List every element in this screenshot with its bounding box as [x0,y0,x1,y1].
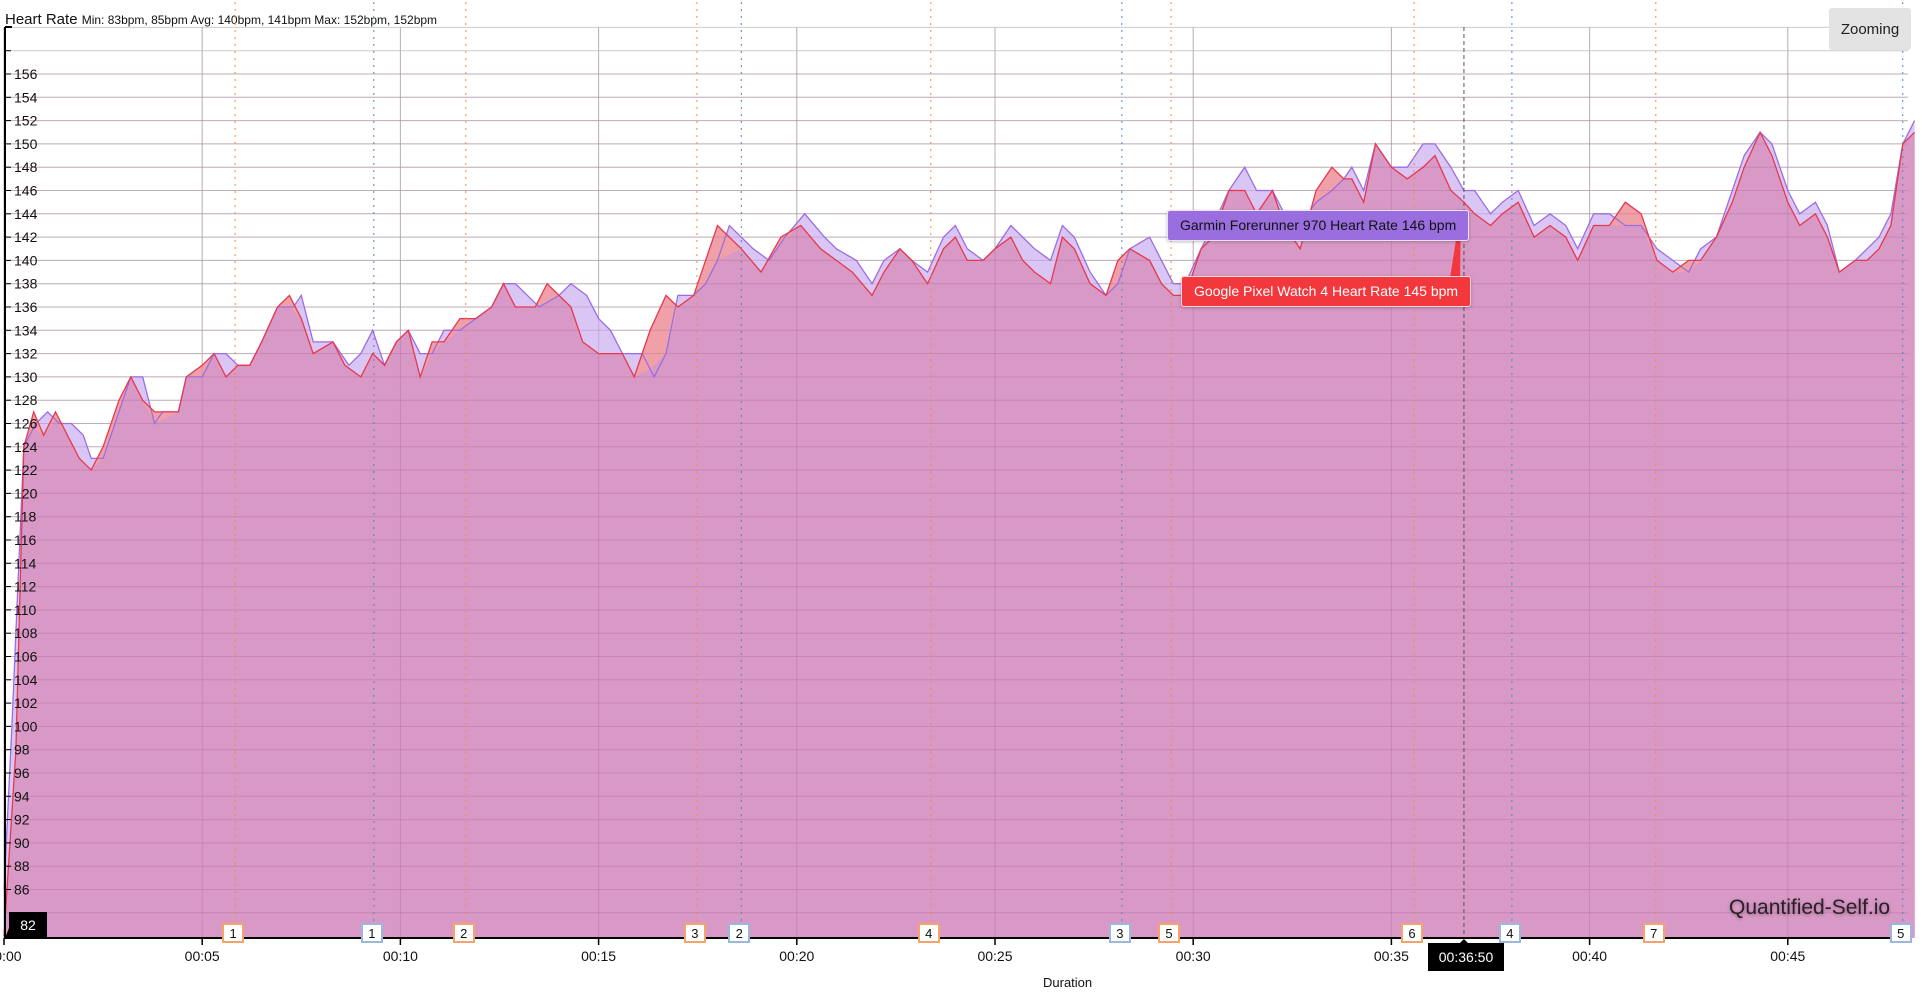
svg-text:136: 136 [14,299,38,315]
svg-text:146: 146 [14,183,38,199]
svg-text:00:25: 00:25 [977,948,1012,964]
svg-text:102: 102 [14,695,38,711]
svg-text:106: 106 [14,649,38,665]
lap-lines [234,2,1904,944]
svg-text:100: 100 [14,718,38,734]
svg-text:98: 98 [14,742,30,758]
svg-text:00:30: 00:30 [1176,948,1211,964]
series-areas [3,27,1916,939]
svg-text:120: 120 [14,485,38,501]
svg-text:00:40: 00:40 [1572,948,1607,964]
svg-text:122: 122 [14,462,38,478]
lap-marker-blue-2[interactable]: 2 [728,923,751,943]
svg-text:156: 156 [14,66,38,82]
lap-marker-orange-7[interactable]: 7 [1642,923,1665,943]
svg-text:96: 96 [14,765,30,781]
watermark: Quantified-Self.io [1729,896,1891,919]
y-cursor-badge: 82 [9,912,47,938]
svg-text:00:10: 00:10 [383,948,418,964]
svg-text:152: 152 [14,113,38,129]
svg-text:150: 150 [14,136,38,152]
svg-text:134: 134 [14,322,38,338]
tooltip-pixel: Google Pixel Watch 4 Heart Rate 145 bpm [1181,276,1472,307]
tooltip-garmin: Garmin Forerunner 970 Heart Rate 146 bpm [1167,210,1470,241]
svg-text:128: 128 [14,392,38,408]
lap-marker-orange-3[interactable]: 3 [683,923,706,943]
svg-text:138: 138 [14,276,38,292]
svg-text:00:20: 00:20 [779,948,814,964]
svg-text:130: 130 [14,369,38,385]
svg-text:88: 88 [14,858,30,874]
lap-marker-orange-6[interactable]: 6 [1400,923,1423,943]
svg-text:154: 154 [14,89,38,105]
svg-text:00:45: 00:45 [1770,948,1805,964]
svg-text:116: 116 [14,532,37,548]
lap-marker-orange-1[interactable]: 1 [222,923,245,943]
svg-text:112: 112 [14,579,37,595]
lap-marker-blue-1[interactable]: 1 [360,923,383,943]
chart-stats: Min: 83bpm, 85bpm Avg: 140bpm, 141bpm Ma… [81,13,438,27]
svg-text:90: 90 [14,835,30,851]
svg-text:94: 94 [14,788,30,804]
x-axis-title: Duration [1043,975,1093,990]
lap-marker-blue-4[interactable]: 4 [1498,923,1521,943]
svg-text:00:35: 00:35 [1374,948,1409,964]
chart-title-text: Heart Rate [5,11,78,28]
svg-text:108: 108 [14,625,38,641]
svg-text:92: 92 [14,812,30,828]
lap-marker-blue-5[interactable]: 5 [1889,923,1912,943]
chart-title: Heart Rate Min: 83bpm, 85bpm Avg: 140bpm… [5,11,437,28]
svg-text:132: 132 [14,346,38,362]
x-cursor-label: 00:36:50 [1428,943,1504,971]
svg-text:124: 124 [14,439,38,455]
svg-text:00:00: 00:00 [0,948,22,964]
lap-marker-orange-4[interactable]: 4 [917,923,940,943]
svg-text:86: 86 [14,882,30,898]
svg-text:110: 110 [14,602,37,618]
svg-text:142: 142 [14,229,38,245]
svg-text:104: 104 [14,672,38,688]
lap-marker-orange-5[interactable]: 5 [1158,923,1180,943]
svg-text:144: 144 [14,206,38,222]
axes: 8688909294969810010210410610811011211411… [0,26,1908,964]
lap-marker-orange-2[interactable]: 2 [452,923,475,943]
lap-marker-blue-3[interactable]: 3 [1108,923,1131,943]
svg-text:114: 114 [14,555,37,571]
svg-text:148: 148 [14,159,38,175]
svg-text:140: 140 [14,252,38,268]
svg-text:00:15: 00:15 [581,948,616,964]
svg-text:118: 118 [14,509,37,525]
svg-text:00:05: 00:05 [185,948,220,964]
zooming-button[interactable]: Zooming [1829,8,1911,50]
svg-text:126: 126 [14,416,38,432]
